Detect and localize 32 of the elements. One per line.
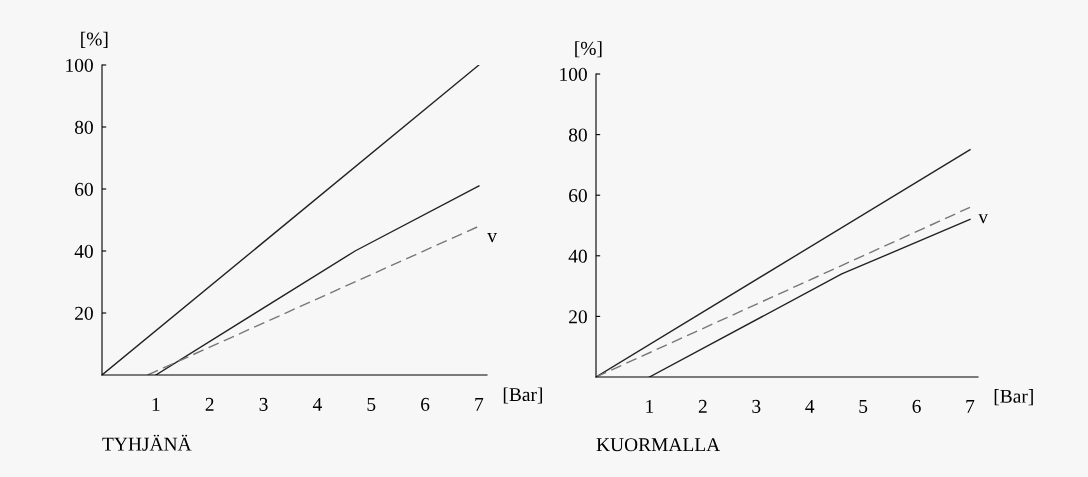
text: KUORMALLA <box>596 438 721 452</box>
x-tick-label: 7 <box>475 397 484 411</box>
y-tick-label: 60 <box>75 182 93 196</box>
series-label: v <box>487 233 497 243</box>
x-tick-label: 3 <box>259 397 268 411</box>
x-tick-label: 3 <box>752 399 761 413</box>
x-tick-label: 5 <box>859 399 868 413</box>
x-tick-label: 4 <box>805 399 815 413</box>
text: TYHJÄNÄ <box>102 434 192 451</box>
y-tick-label: 80 <box>74 120 93 134</box>
x-tick-label: 2 <box>205 397 214 411</box>
y-tick-label: 40 <box>568 249 587 263</box>
x-tick-label: 7 <box>966 399 975 413</box>
x-tick-label: 1 <box>646 399 654 413</box>
series-label: v <box>978 214 989 224</box>
y-axis-title: [%] <box>575 41 602 58</box>
x-tick-label: 6 <box>421 397 430 411</box>
y-tick-label: 100 <box>66 58 93 72</box>
y-tick-label: 40 <box>74 244 93 258</box>
x-tick-label: 1 <box>152 397 160 411</box>
y-tick-label: 100 <box>560 67 587 81</box>
x-tick-label: 2 <box>698 399 707 413</box>
x-tick-label: 4 <box>312 397 322 411</box>
y-axis-title: [%] <box>81 31 108 48</box>
x-axis-title: [Bar] <box>994 389 1033 406</box>
x-tick-label: 5 <box>367 397 376 411</box>
y-tick-label: 20 <box>569 310 587 324</box>
y-tick-label: 80 <box>568 128 587 142</box>
y-tick-label: 20 <box>75 306 93 320</box>
y-tick-label: 60 <box>569 189 587 203</box>
x-tick-label: 6 <box>912 399 921 413</box>
x-axis-title: [Bar] <box>503 387 542 404</box>
